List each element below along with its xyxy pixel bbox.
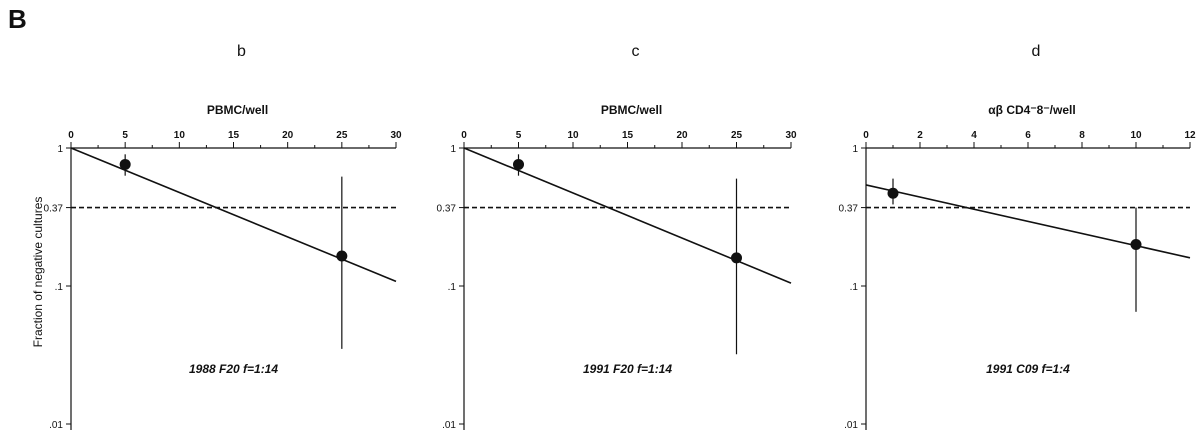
y-tick-label: 0.37 <box>44 204 64 215</box>
y-tick-label: .01 <box>844 420 858 430</box>
x-tick-label: 0 <box>863 130 869 141</box>
data-point <box>731 252 742 264</box>
y-tick-label: 1 <box>450 144 456 155</box>
x-tick-label: 20 <box>676 130 688 141</box>
y-tick-label: .1 <box>55 282 64 293</box>
x-tick-label: 0 <box>461 130 467 141</box>
x-tick-label: 20 <box>282 130 294 141</box>
data-point <box>1130 238 1142 250</box>
x-tick-label: 15 <box>622 130 634 141</box>
x-tick-label: 25 <box>731 130 743 141</box>
figure-panel-letter: B <box>8 4 27 34</box>
x-axis-label: PBMC/well <box>207 103 268 117</box>
fit-line <box>463 147 792 284</box>
x-tick-label: 4 <box>971 130 977 141</box>
x-tick-label: 5 <box>516 130 522 141</box>
y-tick-label: 0.37 <box>437 204 457 215</box>
fit-line <box>865 184 1191 259</box>
x-tick-label: 30 <box>785 130 797 141</box>
plot-annotation: 1991 C09 f=1:4 <box>986 362 1070 376</box>
subplot-c: c PBMC/well 0 5 10 15 20 25 30 1 0.37 .1 .01 1991 F20… <box>437 43 797 430</box>
x-tick-label: 30 <box>390 130 402 141</box>
subplot-d: d αβ CD4⁻8⁻/well 0 2 4 6 8 10 12 1 0.37 .1 .01 1991 C… <box>839 43 1196 430</box>
x-tick-label: 6 <box>1025 130 1031 141</box>
fit-line <box>70 147 397 283</box>
y-tick-label: .01 <box>442 420 456 430</box>
x-tick-label: 25 <box>336 130 348 141</box>
subplot-b: b PBMC/well 0 5 10 15 20 25 30 1 0.37 .1 .01 1988 F20… <box>44 43 402 430</box>
y-tick-label: .1 <box>448 282 457 293</box>
x-tick-label: 2 <box>917 130 923 141</box>
plot-annotation: 1991 F20 f=1:14 <box>583 362 672 376</box>
subpanel-letter: b <box>237 43 246 60</box>
x-tick-label: 5 <box>122 130 128 141</box>
data-point <box>887 187 899 199</box>
x-tick-label: 0 <box>68 130 74 141</box>
x-tick-label: 10 <box>1130 130 1142 141</box>
x-axis-label: αβ CD4⁻8⁻/well <box>988 103 1075 117</box>
subpanel-letter: c <box>632 43 640 60</box>
y-tick-label: 0.37 <box>839 204 859 215</box>
data-point <box>513 158 524 170</box>
x-tick-label: 15 <box>228 130 240 141</box>
y-tick-label: .1 <box>850 282 859 293</box>
y-tick-label: 1 <box>57 144 63 155</box>
x-tick-label: 10 <box>174 130 186 141</box>
plot-annotation: 1988 F20 f=1:14 <box>189 362 278 376</box>
x-tick-label: 8 <box>1079 130 1085 141</box>
y-tick-label: .01 <box>49 420 63 430</box>
y-tick-label: 1 <box>852 144 858 155</box>
x-tick-label: 12 <box>1184 130 1196 141</box>
data-point <box>336 250 348 262</box>
data-point <box>119 158 131 170</box>
subpanel-letter: d <box>1032 43 1041 60</box>
x-tick-label: 10 <box>567 130 579 141</box>
x-axis-label: PBMC/well <box>601 103 662 117</box>
